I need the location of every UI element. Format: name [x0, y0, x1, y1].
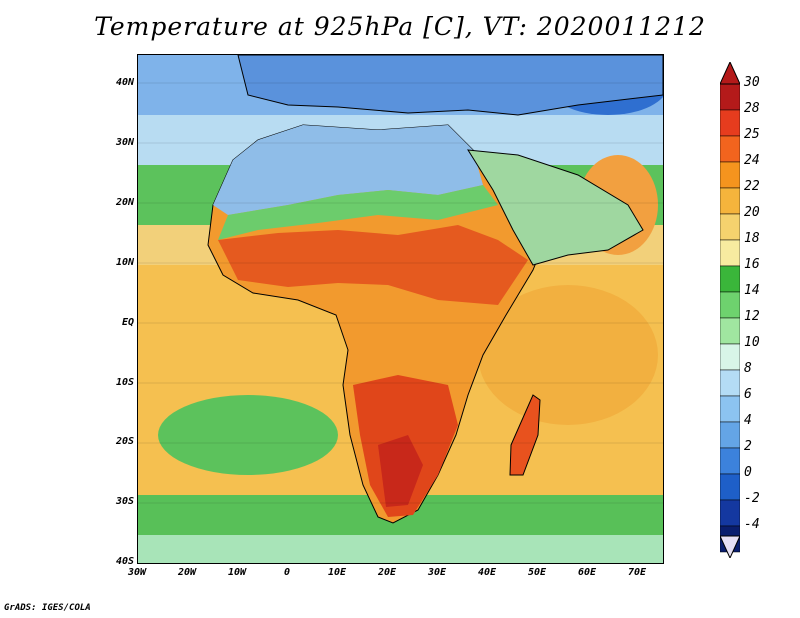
- colorbar-swatch: [720, 187, 740, 215]
- lon-label: 70E: [627, 567, 647, 578]
- map-title: Temperature at 925hPa [C], VT: 202001121…: [94, 12, 706, 41]
- colorbar-label: 20: [744, 205, 760, 220]
- colorbar-label: 10: [744, 335, 760, 350]
- temperature-map: [137, 54, 664, 564]
- colorbar-swatch: [720, 109, 740, 137]
- colorbar-label: 12: [744, 309, 760, 324]
- colorbar-swatch: [720, 161, 740, 189]
- lon-label: 10W: [227, 567, 247, 578]
- colorbar-label: 0: [744, 465, 752, 480]
- colorbar-swatch: [720, 317, 740, 345]
- lon-label: 30W: [127, 567, 147, 578]
- lat-label: 30N: [115, 137, 134, 148]
- southern-cool-band: [138, 535, 663, 563]
- colorbar-label: 18: [744, 231, 760, 246]
- colorbar-label: 25: [744, 127, 760, 142]
- colorbar-swatch: [720, 213, 740, 241]
- colorbar-swatch: [720, 83, 740, 111]
- colorbar-label: -4: [744, 517, 760, 532]
- lon-label: 20E: [377, 567, 397, 578]
- colorbar-label: 28: [744, 101, 760, 116]
- lat-label: 20N: [115, 197, 134, 208]
- madagascar: [509, 394, 541, 476]
- lat-label: 10S: [115, 377, 134, 388]
- colorbar: [720, 62, 740, 558]
- colorbar-label: 16: [744, 257, 760, 272]
- lon-label: 0: [283, 567, 291, 578]
- colorbar-min-arrow: [720, 535, 740, 558]
- lat-label: EQ: [121, 317, 134, 328]
- colorbar-label: 14: [744, 283, 760, 298]
- lat-label: 10N: [115, 257, 134, 268]
- colorbar-label: 22: [744, 179, 760, 194]
- europe-region: [237, 55, 663, 116]
- kalahari-hottest-zone: [378, 435, 423, 507]
- lon-label: 10E: [327, 567, 347, 578]
- colorbar-swatch: [720, 343, 740, 371]
- lon-label: 60E: [577, 567, 597, 578]
- lat-label: 20S: [115, 436, 134, 447]
- colorbar-swatch: [720, 395, 740, 423]
- west-africa-hot-zone: [218, 225, 528, 305]
- lat-label: 40S: [115, 556, 134, 567]
- colorbar-swatch: [720, 499, 740, 527]
- lat-label: 40N: [115, 77, 134, 88]
- indian-ocean-warm-pool: [478, 285, 658, 425]
- colorbar-label: 24: [744, 153, 760, 168]
- colorbar-swatch: [720, 239, 740, 267]
- colorbar-swatch: [720, 421, 740, 449]
- colorbar-label: 2: [744, 439, 752, 454]
- lat-label: 30S: [115, 496, 134, 507]
- lon-label: 50E: [527, 567, 547, 578]
- colorbar-swatch: [720, 265, 740, 293]
- arabian-peninsula: [467, 149, 644, 266]
- colorbar-label: 4: [744, 413, 752, 428]
- lon-label: 40E: [477, 567, 497, 578]
- graticule: [138, 82, 663, 504]
- sahel-green-region: [218, 185, 498, 240]
- grads-credit: GrADS: IGES/COLA: [4, 603, 91, 613]
- colorbar-label: 8: [744, 361, 752, 376]
- colorbar-swatch: [720, 473, 740, 501]
- sahara-cool-region: [213, 125, 483, 215]
- lon-label: 20W: [177, 567, 197, 578]
- south-atlantic-cool-pool: [158, 395, 338, 475]
- colorbar-swatch: [720, 369, 740, 397]
- colorbar-label: -2: [744, 491, 760, 506]
- colorbar-swatch: [720, 291, 740, 319]
- colorbar-label: 6: [744, 387, 752, 402]
- colorbar-swatch: [720, 447, 740, 475]
- colorbar-label: 30: [744, 75, 760, 90]
- lon-label: 30E: [427, 567, 447, 578]
- colorbar-swatch: [720, 135, 740, 163]
- colorbar-max-arrow: [720, 62, 740, 85]
